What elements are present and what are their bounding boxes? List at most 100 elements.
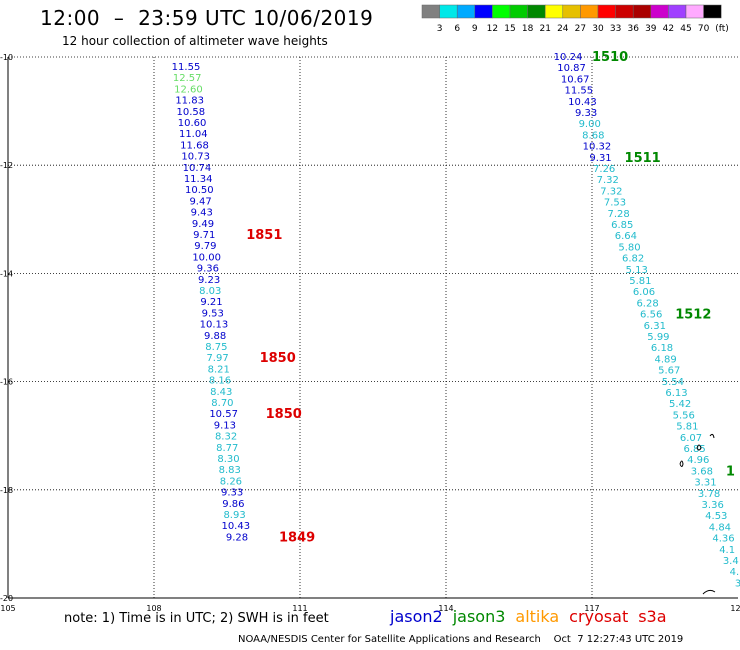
- legend-label: 42: [663, 24, 674, 34]
- lat-tick-label: -12: [0, 161, 13, 170]
- right-track-swh-value: 7.53: [604, 198, 626, 209]
- legend-label: 12: [487, 24, 498, 34]
- right-track-swh-value: 5.67: [658, 366, 680, 377]
- right-track-swh-value: 5.99: [647, 332, 669, 343]
- right-track-swh-value: 10.32: [583, 142, 612, 153]
- lon-tick-label: 117: [584, 604, 599, 613]
- right-track-swh-value: 4.53: [705, 511, 727, 522]
- right-track-swh-value: 10.43: [568, 97, 597, 108]
- right-track-swh-value: 11.55: [565, 86, 594, 97]
- legend-label: 18: [522, 24, 534, 34]
- right-track-swh-value: 9.33: [575, 108, 597, 119]
- credit-line: NOAA/NESDIS Center for Satellite Applica…: [238, 634, 684, 645]
- left-track-swh-value: 10.74: [183, 163, 212, 174]
- left-track-swh-value: 8.26: [220, 476, 242, 487]
- right-track-swh-value: 6.64: [615, 231, 637, 242]
- right-track-swh-value: 6.28: [636, 298, 658, 309]
- right-track-swh-value: 5.56: [673, 410, 695, 421]
- right-track-swh-value: 4.36: [712, 534, 734, 545]
- right-track-swh-value: 5.80: [618, 242, 640, 253]
- right-track-time-label: 1511: [625, 151, 661, 166]
- right-track-swh-value: 6.07: [680, 433, 702, 444]
- legend-label: 30: [592, 24, 604, 34]
- footer-note: note: 1) Time is in UTC; 2) SWH is in fe…: [64, 611, 329, 626]
- left-track-swh-value: 8.43: [210, 387, 232, 398]
- right-track-swh-value: 3.4: [723, 556, 739, 567]
- left-track-swh-value: 12.60: [174, 84, 203, 95]
- right-track-swh-value: 3.68: [691, 466, 713, 477]
- satellite-jason3: jason3: [452, 607, 506, 626]
- lon-tick-label: 105: [0, 604, 15, 613]
- satellite-cryosat: cryosat: [569, 607, 629, 626]
- left-track-swh-value: 9.47: [189, 196, 211, 207]
- legend-label: 9: [472, 24, 478, 34]
- satellite-jason2: jason2: [390, 607, 443, 626]
- left-track-swh-value: 9.88: [204, 331, 226, 342]
- left-track-swh-value: 9.33: [221, 488, 243, 499]
- right-track-swh-value: 7.32: [597, 175, 619, 186]
- lon-tick-label: 111: [292, 604, 307, 613]
- left-track-swh-value: 11.34: [184, 174, 213, 185]
- left-track-swh-value: 9.13: [214, 420, 236, 431]
- left-track-swh-value: 9.43: [191, 208, 213, 219]
- left-track-swh-value: 8.70: [211, 398, 233, 409]
- legend-unit: (ft): [715, 24, 729, 34]
- left-track-swh-value: 12.57: [173, 73, 202, 84]
- right-track-swh-value: 6.18: [651, 343, 673, 354]
- left-track-swh-value: 8.30: [217, 454, 239, 465]
- legend-label: 45: [680, 24, 691, 34]
- right-track-swh-value: 4.: [730, 567, 740, 578]
- left-track-swh-value: 9.53: [202, 308, 224, 319]
- right-track-swh-value: 7.26: [593, 164, 615, 175]
- satellite-altika: altika: [515, 607, 560, 626]
- right-track-time-label: 1510: [592, 50, 628, 65]
- left-track-swh-value: 8.93: [223, 510, 245, 521]
- left-track-swh-value: 8.83: [219, 465, 241, 476]
- left-track-swh-value: 11.83: [175, 96, 204, 107]
- right-track-swh-value: 5.81: [629, 276, 651, 287]
- left-track-swh-value: 10.00: [192, 252, 221, 263]
- right-track-swh-value: 9.00: [579, 119, 601, 130]
- right-track-swh-value: 6.82: [622, 254, 644, 265]
- right-track-swh-value: 6.56: [640, 310, 662, 321]
- legend-label: 21: [539, 24, 550, 34]
- right-track-swh-value: 7.28: [608, 209, 630, 220]
- legend-label: 39: [645, 24, 657, 34]
- coastline-fragment: [696, 444, 702, 451]
- left-track-swh-value: 8.16: [209, 376, 231, 387]
- right-track-swh-value: 6.06: [633, 287, 655, 298]
- legend-label: 6: [454, 24, 460, 34]
- map-subtitle: 12 hour collection of altimeter wave hei…: [62, 34, 328, 48]
- right-track-swh-value: 3.36: [702, 500, 724, 511]
- right-track-swh-value: 10.24: [554, 52, 583, 63]
- satellite-legend: jason2 jason3 altika cryosat s3a: [390, 607, 677, 626]
- left-track-swh-value: 8.21: [208, 364, 230, 375]
- left-track-swh-value: 8.77: [216, 443, 238, 454]
- left-track-swh-value: 8.75: [205, 342, 227, 353]
- left-track-time-label: 1851: [246, 228, 282, 243]
- right-track-swh-value: 10.87: [557, 63, 586, 74]
- left-track-swh-value: 7.97: [206, 353, 228, 364]
- right-track-swh-value: 6.85: [683, 444, 705, 455]
- left-track-swh-value: 11.68: [180, 140, 209, 151]
- right-track-swh-value: 6.13: [665, 388, 687, 399]
- left-track-swh-value: 10.60: [178, 118, 207, 129]
- color-legend: 3 6 9 12 15 18 21 24 27 30 33 36 39 42 45 70 (ft): [421, 4, 729, 34]
- coastline-fragment: [679, 460, 684, 467]
- right-track-swh-value: 7.32: [600, 186, 622, 197]
- legend-label: 24: [557, 24, 569, 34]
- right-track-swh-value: 4.84: [709, 522, 731, 533]
- left-track-time-label: 1850: [266, 407, 302, 422]
- lon-tick-label: 114: [438, 604, 453, 613]
- coastline-fragment: [709, 433, 715, 439]
- right-track-swh-value: 3.78: [698, 489, 720, 500]
- left-track-swh-value: 9.28: [226, 532, 248, 543]
- legend-label: 27: [575, 24, 586, 34]
- left-track-swh-value: 10.50: [185, 185, 214, 196]
- right-track-swh-value: 4.89: [655, 354, 677, 365]
- legend-label: 3: [437, 24, 443, 34]
- right-track-swh-value: 10.67: [561, 74, 590, 85]
- left-track-swh-value: 9.49: [192, 219, 214, 230]
- left-track-swh-value: 10.13: [200, 320, 229, 331]
